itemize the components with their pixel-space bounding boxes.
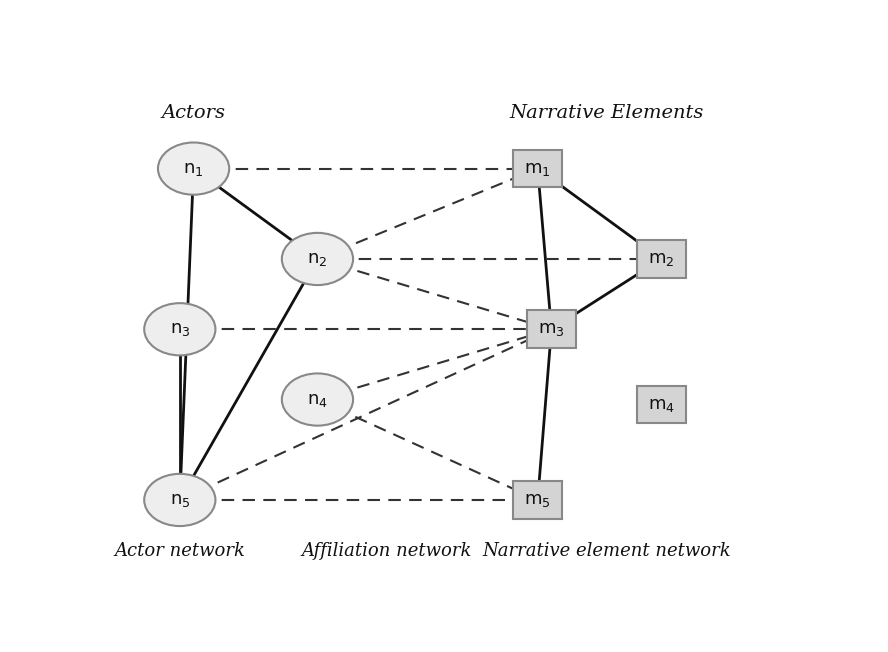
Ellipse shape (144, 303, 216, 355)
Text: Narrative Elements: Narrative Elements (510, 104, 703, 123)
FancyBboxPatch shape (527, 310, 576, 348)
Text: $\mathrm{n}_{1}$: $\mathrm{n}_{1}$ (183, 160, 204, 177)
Text: Actors: Actors (162, 104, 226, 123)
Ellipse shape (144, 474, 216, 526)
Text: Narrative element network: Narrative element network (482, 542, 731, 560)
Ellipse shape (158, 143, 229, 195)
Text: Affiliation network: Affiliation network (301, 542, 472, 560)
Ellipse shape (281, 233, 353, 285)
FancyBboxPatch shape (637, 240, 686, 278)
Text: Actor network: Actor network (115, 542, 245, 560)
Text: $\mathrm{m}_{3}$: $\mathrm{m}_{3}$ (538, 320, 565, 338)
Ellipse shape (281, 374, 353, 426)
Text: $\mathrm{n}_{4}$: $\mathrm{n}_{4}$ (307, 391, 328, 409)
FancyBboxPatch shape (513, 481, 562, 519)
Text: $\mathrm{m}_{4}$: $\mathrm{m}_{4}$ (648, 396, 675, 413)
Text: $\mathrm{n}_{3}$: $\mathrm{n}_{3}$ (170, 320, 190, 338)
Text: $\mathrm{m}_{5}$: $\mathrm{m}_{5}$ (524, 491, 551, 509)
Text: $\mathrm{m}_{1}$: $\mathrm{m}_{1}$ (525, 160, 551, 177)
Text: $\mathrm{n}_{5}$: $\mathrm{n}_{5}$ (170, 491, 190, 509)
FancyBboxPatch shape (513, 150, 562, 187)
Text: $\mathrm{n}_{2}$: $\mathrm{n}_{2}$ (307, 250, 328, 268)
FancyBboxPatch shape (637, 386, 686, 423)
Text: $\mathrm{m}_{2}$: $\mathrm{m}_{2}$ (648, 250, 675, 268)
